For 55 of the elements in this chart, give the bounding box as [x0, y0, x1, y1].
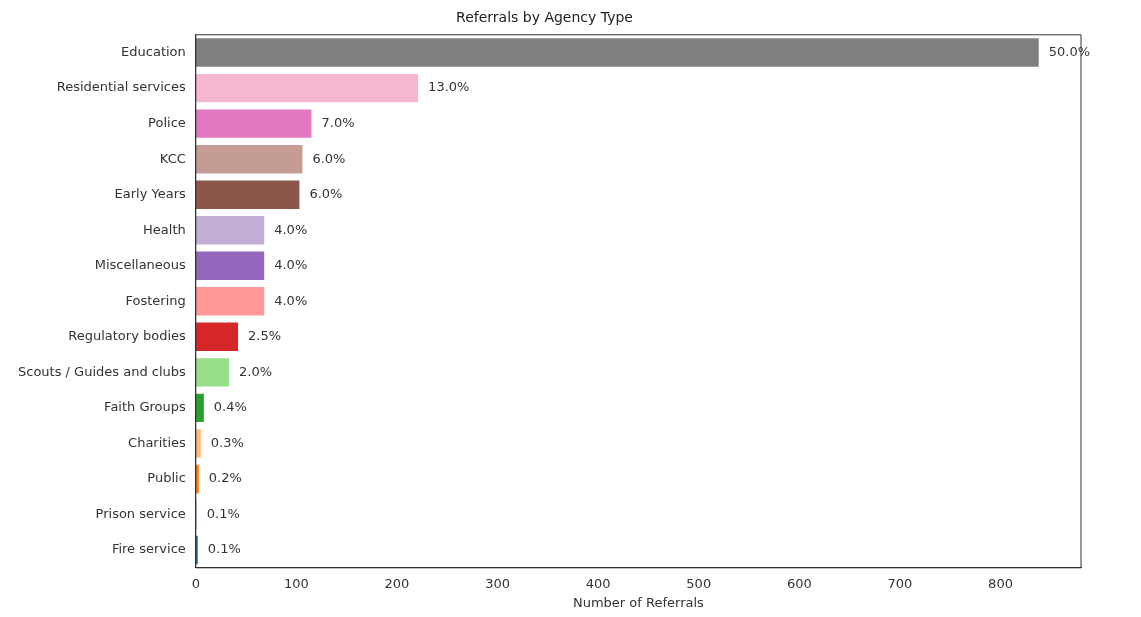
annotation: 0.2% — [208, 470, 242, 486]
annotation: 4.0% — [274, 221, 308, 237]
annotation: 6.0% — [312, 150, 346, 166]
bar — [195, 38, 1039, 67]
bar — [195, 73, 419, 103]
bar — [195, 144, 303, 174]
x-tick-label: 400 — [585, 575, 611, 591]
y-tick-label: Public — [147, 470, 186, 486]
annotation: 0.1% — [207, 541, 241, 557]
bar — [195, 216, 265, 245]
y-tick-label: KCC — [159, 150, 186, 166]
chart-title: Referrals by Agency Type — [456, 9, 633, 26]
x-tick-label: 200 — [384, 575, 410, 591]
y-tick-label: Scouts / Guides and clubs — [17, 363, 187, 379]
annotation: 0.3% — [210, 434, 244, 450]
bar — [195, 180, 300, 209]
y-tick-label: Early Years — [114, 186, 187, 202]
annotation: 6.0% — [309, 186, 343, 202]
annotation: 0.4% — [213, 399, 247, 415]
y-tick-label: Police — [148, 115, 186, 131]
x-tick-label: 700 — [887, 575, 913, 591]
y-tick-label: Education — [121, 43, 186, 59]
bar — [195, 393, 204, 423]
x-tick-label: 600 — [786, 575, 812, 591]
y-tick-label: Health — [143, 221, 186, 237]
bar — [195, 429, 201, 458]
bar — [195, 535, 198, 565]
x-tick-label: 300 — [485, 575, 510, 591]
y-tick-label: Prison service — [95, 505, 186, 521]
x-tick-label: 0 — [191, 575, 200, 591]
x-axis-title: Number of Referrals — [572, 594, 705, 610]
x-tick-label: 100 — [283, 575, 309, 591]
y-tick-label: Charities — [128, 434, 187, 450]
annotation: 4.0% — [274, 292, 308, 308]
x-tick-label: 800 — [988, 575, 1013, 591]
y-tick-label: Faith Groups — [104, 399, 187, 415]
annotation: 2.0% — [239, 363, 273, 379]
bar — [195, 251, 265, 280]
bar — [195, 109, 312, 138]
y-tick-label: Residential services — [56, 79, 187, 95]
x-tick-label: 500 — [686, 575, 712, 591]
annotation: 50.0% — [1048, 43, 1091, 59]
y-tick-label: Regulatory bodies — [68, 328, 187, 344]
annotation: 0.1% — [206, 505, 240, 521]
bar — [195, 358, 229, 387]
y-tick-label: Fire service — [111, 541, 186, 557]
annotation: 2.5% — [248, 328, 282, 344]
bar — [195, 464, 199, 494]
y-tick-label: Fostering — [125, 292, 186, 308]
annotation: 13.0% — [428, 79, 470, 95]
y-tick-label: Miscellaneous — [94, 257, 187, 273]
bar — [195, 322, 239, 352]
bar — [195, 287, 265, 316]
annotation: 4.0% — [274, 257, 308, 273]
annotation: 7.0% — [321, 115, 355, 131]
